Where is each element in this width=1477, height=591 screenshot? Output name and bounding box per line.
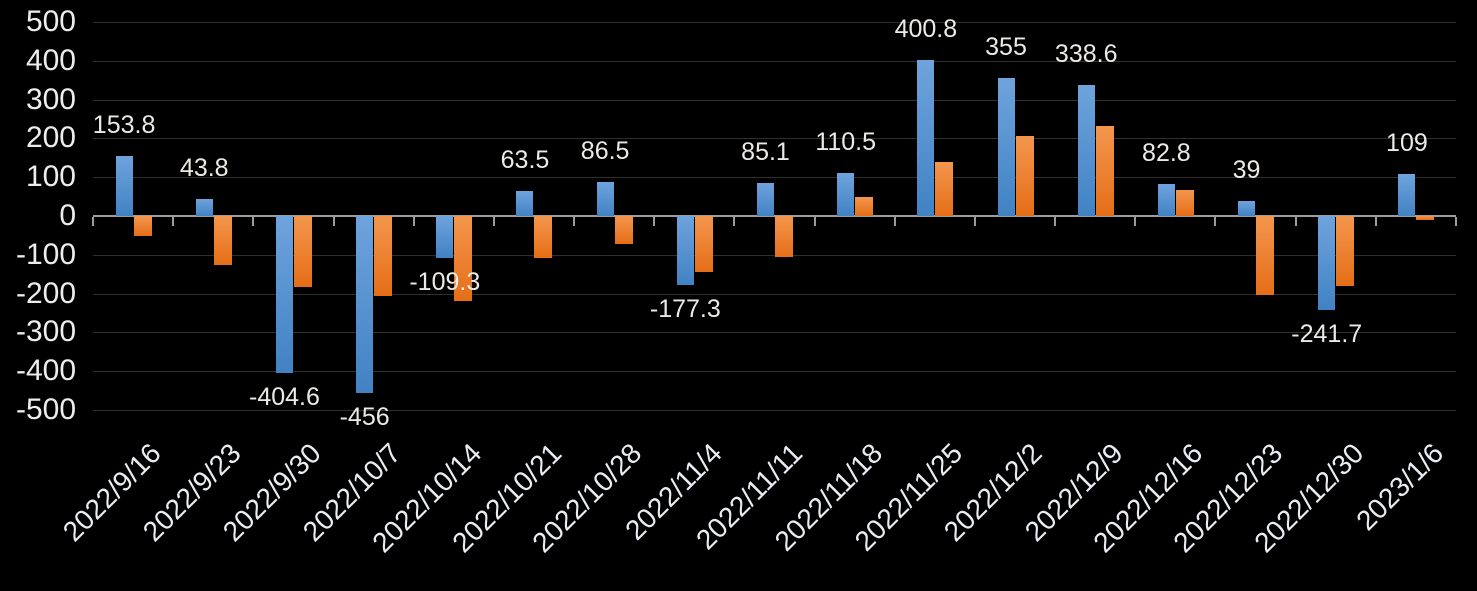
data-label: 355 <box>985 33 1027 62</box>
y-axis-label: 0 <box>59 199 76 232</box>
axis-tick <box>653 217 656 226</box>
axis-tick <box>1455 217 1457 226</box>
bar-orange <box>1416 216 1435 220</box>
axis-tick <box>252 217 255 226</box>
axis-tick <box>1134 217 1137 226</box>
axis-tick <box>573 217 576 226</box>
y-axis-label: 100 <box>25 160 76 194</box>
bar-blue <box>516 191 534 216</box>
axis-tick <box>813 217 816 226</box>
gridline <box>93 293 1456 295</box>
bar-blue <box>676 216 694 285</box>
data-label: 338.6 <box>1054 39 1118 68</box>
y-axis-label: 300 <box>25 82 76 116</box>
data-label: 110.5 <box>815 128 877 157</box>
y-axis-label: 500 <box>25 5 76 38</box>
data-label: 153.8 <box>92 111 156 140</box>
bar-orange <box>1095 125 1114 216</box>
axis-tick <box>973 217 976 226</box>
y-axis-label: 200 <box>25 121 76 155</box>
data-label: 82.8 <box>1142 138 1191 167</box>
bar-orange <box>534 216 553 258</box>
gridline <box>93 410 1456 411</box>
bar-orange <box>1336 216 1355 287</box>
bar-orange <box>855 196 874 216</box>
y-axis-label: -100 <box>15 237 76 271</box>
axis-tick <box>1294 217 1297 226</box>
axis-tick <box>1214 217 1217 226</box>
bar-orange <box>293 216 312 287</box>
y-axis-label: -200 <box>15 276 76 310</box>
data-label: -241.7 <box>1291 319 1363 348</box>
gridline <box>93 22 1456 23</box>
bar-blue <box>1318 216 1336 310</box>
y-axis-label: -300 <box>15 315 76 349</box>
bar-orange <box>614 216 633 244</box>
gridline <box>93 371 1456 373</box>
bar-blue <box>356 216 374 393</box>
bar-orange <box>374 216 393 297</box>
data-label: 39 <box>1232 155 1261 184</box>
bar-blue <box>115 156 133 216</box>
data-label: 43.8 <box>179 154 229 182</box>
bar-blue <box>917 60 935 216</box>
gridline <box>93 254 1456 256</box>
bar-orange <box>1256 216 1275 295</box>
axis-tick <box>492 217 495 226</box>
axis-tick <box>172 217 175 226</box>
gridline <box>93 99 1456 101</box>
bar-blue <box>757 182 774 216</box>
y-axis-label: -400 <box>15 354 76 388</box>
bar-blue <box>837 173 855 216</box>
axis-tick <box>1054 217 1057 226</box>
bar-blue <box>195 199 213 216</box>
bar-blue <box>596 182 614 216</box>
axis-tick <box>733 217 736 226</box>
bar-blue <box>1157 183 1175 216</box>
axis-tick <box>412 217 415 226</box>
bar-blue <box>1077 84 1095 216</box>
data-label: -456 <box>339 402 390 431</box>
x-axis-label: 2023/1/6 <box>1350 437 1450 537</box>
bar-orange <box>1175 189 1194 216</box>
gridline <box>93 138 1456 140</box>
gridline <box>93 177 1456 179</box>
bar-blue <box>436 216 454 259</box>
bar-blue <box>275 216 293 373</box>
gridline <box>93 60 1456 62</box>
axis-tick <box>1374 217 1377 226</box>
bar-orange <box>454 216 473 301</box>
bar-blue <box>997 78 1015 216</box>
data-label: 63.5 <box>500 146 550 175</box>
bar-orange <box>1015 136 1034 216</box>
data-label: -404.6 <box>248 382 320 411</box>
data-label: 86.5 <box>580 137 630 166</box>
bar-orange <box>935 161 954 216</box>
bar-blue <box>1398 173 1416 216</box>
data-label: -177.3 <box>649 294 721 323</box>
axis-tick <box>893 217 896 226</box>
zero-axis-line <box>93 215 1456 217</box>
data-label: 85.1 <box>741 137 790 166</box>
bar-orange <box>213 216 232 266</box>
y-axis-label: 400 <box>25 43 76 77</box>
data-label: 109 <box>1386 128 1428 157</box>
y-axis-label: -500 <box>15 393 76 426</box>
axis-tick <box>332 217 335 226</box>
data-label: 400.8 <box>894 15 958 44</box>
axis-tick <box>92 217 94 226</box>
bar-orange <box>694 216 713 273</box>
data-label: -109.3 <box>409 268 481 297</box>
gridline <box>93 332 1456 334</box>
bar-orange <box>133 216 152 237</box>
bar-orange <box>775 216 793 258</box>
bar-blue <box>1238 200 1256 216</box>
